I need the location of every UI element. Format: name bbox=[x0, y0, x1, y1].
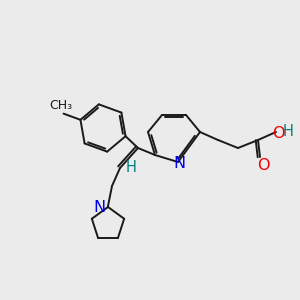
Text: H: H bbox=[126, 160, 136, 175]
Text: H: H bbox=[283, 124, 293, 139]
Text: N: N bbox=[93, 200, 105, 214]
Text: N: N bbox=[173, 155, 185, 170]
Text: CH₃: CH₃ bbox=[49, 99, 72, 112]
Text: O: O bbox=[272, 125, 284, 140]
Text: O: O bbox=[257, 158, 269, 173]
